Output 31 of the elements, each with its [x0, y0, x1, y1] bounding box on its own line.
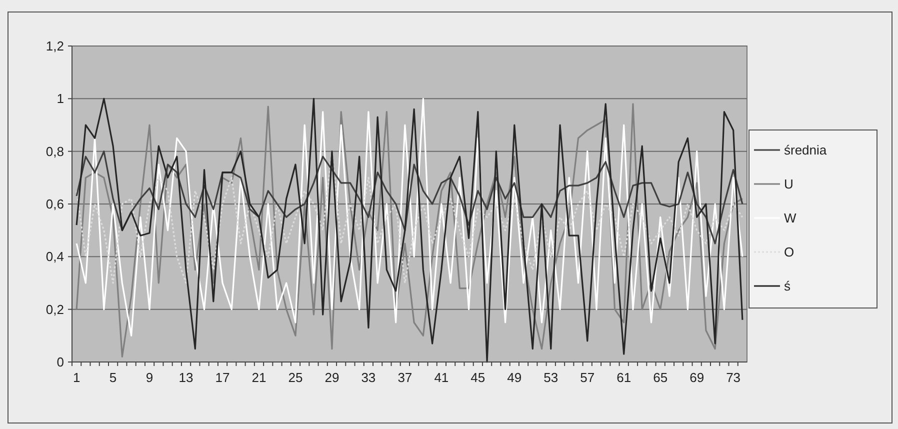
legend-label: U — [784, 176, 794, 192]
x-tick-label: 49 — [507, 370, 522, 385]
x-tick-label: 9 — [146, 370, 154, 385]
x-tick-label: 61 — [616, 370, 632, 385]
x-tick-label: 33 — [361, 370, 376, 385]
legend-label: ś — [784, 278, 791, 294]
x-tick-label: 45 — [470, 370, 486, 385]
y-tick-label: 0,2 — [46, 302, 64, 317]
legend-label: średnia — [784, 142, 828, 158]
x-tick-label: 21 — [252, 370, 266, 385]
y-tick-label: 0,4 — [46, 249, 64, 264]
x-tick-label: 25 — [288, 370, 303, 385]
x-tick-label: 13 — [178, 370, 194, 385]
y-tick-label: 0 — [56, 354, 64, 370]
x-tick-label: 29 — [324, 370, 340, 385]
x-tick-label: 53 — [544, 370, 558, 385]
x-tick-label: 17 — [215, 370, 230, 385]
x-tick-label: 37 — [398, 370, 412, 385]
y-tick-label: 0,6 — [46, 196, 64, 212]
x-tick-label: 73 — [726, 370, 741, 385]
x-tick-label: 5 — [109, 370, 117, 385]
y-tick-label: 0,8 — [46, 144, 64, 159]
x-tick-label: 41 — [434, 370, 449, 385]
x-tick-label: 65 — [653, 370, 668, 385]
y-tick-label: 1 — [56, 91, 64, 106]
legend-label: O — [784, 244, 794, 260]
legend-label: W — [784, 210, 797, 226]
x-tick-label: 57 — [580, 370, 595, 385]
x-tick-label: 1 — [72, 370, 80, 385]
y-tick-label: 1,2 — [46, 38, 64, 54]
x-tick-label: 69 — [690, 370, 704, 385]
